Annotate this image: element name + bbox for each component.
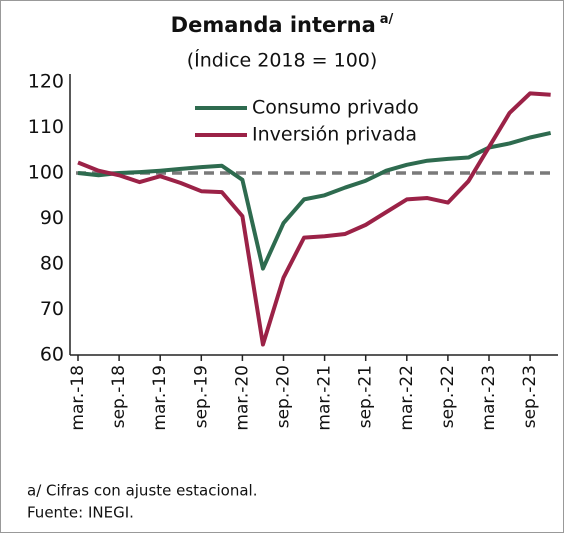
x-tick-label: sep.-19 (191, 365, 211, 428)
x-tick-label: sep.-22 (438, 365, 458, 428)
y-tick-label: 120 (28, 71, 64, 93)
x-tick-label: mar.-18 (68, 365, 88, 431)
x-tick-label: sep.-23 (520, 365, 540, 428)
x-tick-label: sep.-18 (109, 365, 129, 428)
y-tick-label: 60 (40, 344, 64, 366)
legend-label: Consumo privado (252, 97, 419, 119)
y-tick-label: 100 (28, 162, 64, 184)
series-line (77, 131, 552, 271)
x-tick-label: mar.-21 (315, 365, 335, 431)
x-tick-label: sep.-21 (356, 365, 376, 428)
chart-title: Demanda interna a/ (171, 12, 394, 38)
x-tick-label: mar.-23 (479, 365, 499, 431)
note: a/ Cifras con ajuste estacional. (27, 482, 257, 500)
y-tick-label: 110 (28, 116, 64, 138)
x-tick-label: mar.-19 (150, 365, 170, 431)
note: Fuente: INEGI. (27, 504, 134, 522)
legend-label: Inversión privada (252, 124, 417, 146)
chart-subtitle: (Índice 2018 = 100) (187, 49, 378, 72)
y-tick-label: 90 (40, 207, 64, 229)
x-tick-label: mar.-22 (397, 365, 417, 431)
x-tick-label: mar.-20 (232, 365, 252, 431)
y-tick-label: 80 (40, 253, 64, 275)
y-tick-label: 70 (40, 298, 64, 320)
x-tick-label: sep.-20 (274, 365, 294, 428)
series-line (77, 91, 551, 347)
